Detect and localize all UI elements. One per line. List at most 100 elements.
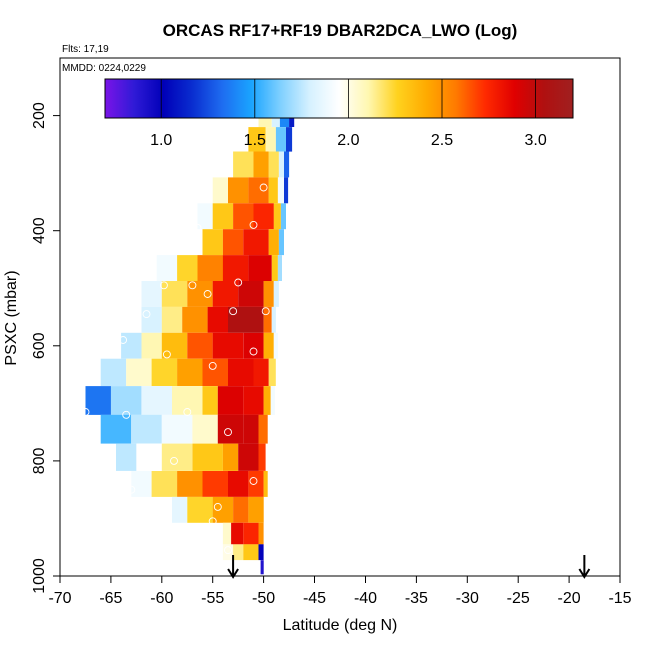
heat-cell — [161, 443, 193, 471]
heat-cell — [258, 544, 264, 561]
heat-cell — [228, 306, 264, 333]
sample-marker — [142, 310, 151, 319]
x-tick-label: -40 — [354, 590, 377, 607]
heat-cell — [228, 358, 254, 386]
heat-cell — [271, 306, 276, 333]
heat-cell — [151, 358, 178, 386]
heat-cell — [141, 386, 172, 415]
heat-cell — [280, 203, 286, 230]
heat-cell — [233, 496, 249, 523]
heat-cell — [278, 229, 284, 256]
sample-marker — [224, 428, 232, 437]
flights-label: Flts: 17,19 — [62, 44, 109, 55]
heat-cell — [278, 151, 284, 178]
heat-cell — [277, 177, 284, 204]
y-axis-label: PSXC (mbar) — [3, 270, 20, 365]
heat-cell — [263, 306, 272, 333]
heat-cell — [248, 127, 266, 152]
y-axis: 200 400 600 800 1000 — [31, 102, 61, 594]
colorbar-tick-label: 1.0 — [150, 132, 172, 149]
heat-cell — [248, 496, 264, 523]
heat-cell — [151, 471, 178, 497]
heat-cell — [243, 544, 259, 561]
sample-marker — [139, 448, 148, 457]
heat-cell — [233, 151, 254, 178]
heat-cell — [100, 414, 132, 444]
sample-marker — [188, 281, 197, 290]
heat-cell — [202, 471, 228, 497]
x-tick-label: -70 — [48, 590, 71, 607]
dates-label: MMDD: 0224,0229 — [62, 63, 146, 74]
x-tick-label: -60 — [150, 590, 173, 607]
heat-cell — [217, 386, 244, 415]
heat-cell — [222, 255, 249, 281]
heat-cell — [273, 281, 279, 307]
x-tick-label: -50 — [252, 590, 275, 607]
heat-cell — [233, 544, 244, 561]
heat-cell — [161, 332, 188, 359]
heat-cell — [253, 203, 274, 230]
heat-cell — [212, 332, 244, 359]
heat-cell — [187, 332, 213, 359]
flight-arrow-marker — [578, 555, 591, 579]
heat-cell — [277, 255, 282, 281]
heat-cell — [284, 177, 289, 204]
sample-marker — [119, 336, 128, 344]
sample-marker — [122, 410, 131, 419]
heat-cell — [270, 386, 275, 415]
heat-cell — [177, 471, 203, 497]
heat-cell — [182, 306, 208, 333]
heat-cell — [156, 255, 178, 281]
heat-cell — [260, 560, 264, 575]
heat-cell — [228, 177, 249, 204]
heat-cell — [85, 386, 111, 415]
sample-marker — [249, 477, 258, 485]
heat-cell — [253, 358, 269, 386]
heat-cell — [263, 471, 268, 497]
flight-markers — [227, 555, 591, 579]
colorbar-tick-label: 1.5 — [244, 132, 266, 149]
heat-cell — [273, 203, 281, 230]
heatmap-layer — [85, 89, 295, 575]
heat-cell — [116, 443, 137, 471]
heat-cell — [268, 151, 279, 178]
sample-marker — [208, 361, 217, 370]
heat-cell — [233, 203, 254, 230]
heat-cell — [126, 358, 152, 386]
heat-cell — [268, 229, 279, 256]
y-tick-label: 1000 — [31, 558, 48, 594]
heat-cell — [243, 229, 269, 256]
sample-marker — [261, 307, 270, 316]
heat-cell — [284, 151, 290, 178]
heat-cell — [258, 522, 264, 545]
y-tick-label: 200 — [31, 102, 48, 129]
heat-cell — [161, 414, 193, 444]
sample-marker — [229, 307, 238, 316]
heat-cell — [243, 332, 264, 359]
x-tick-label: -65 — [99, 590, 122, 607]
heat-cell — [172, 386, 203, 415]
heat-cell — [268, 358, 276, 386]
sample-marker — [162, 350, 171, 359]
heat-cell — [268, 177, 278, 204]
heat-cell — [192, 414, 218, 444]
sample-marker — [234, 278, 243, 287]
heat-cell — [243, 414, 259, 444]
heat-cell — [265, 127, 276, 152]
heat-cell — [187, 281, 213, 307]
x-tick-label: -45 — [303, 590, 326, 607]
sample-marker — [193, 223, 202, 232]
heat-cell — [161, 281, 188, 307]
heat-cell — [212, 177, 228, 204]
heat-cell — [207, 306, 228, 333]
x-tick-label: -20 — [558, 590, 581, 607]
heat-cell — [131, 471, 152, 497]
heat-cell — [202, 358, 228, 386]
heat-cell — [212, 203, 234, 230]
heat-cell — [131, 414, 162, 444]
heat-cell — [243, 522, 259, 545]
sample-marker — [159, 281, 168, 290]
colorbar-ticks: 1.0 1.5 2.0 2.5 3.0 — [150, 79, 547, 149]
flight-arrow-marker — [227, 555, 239, 579]
